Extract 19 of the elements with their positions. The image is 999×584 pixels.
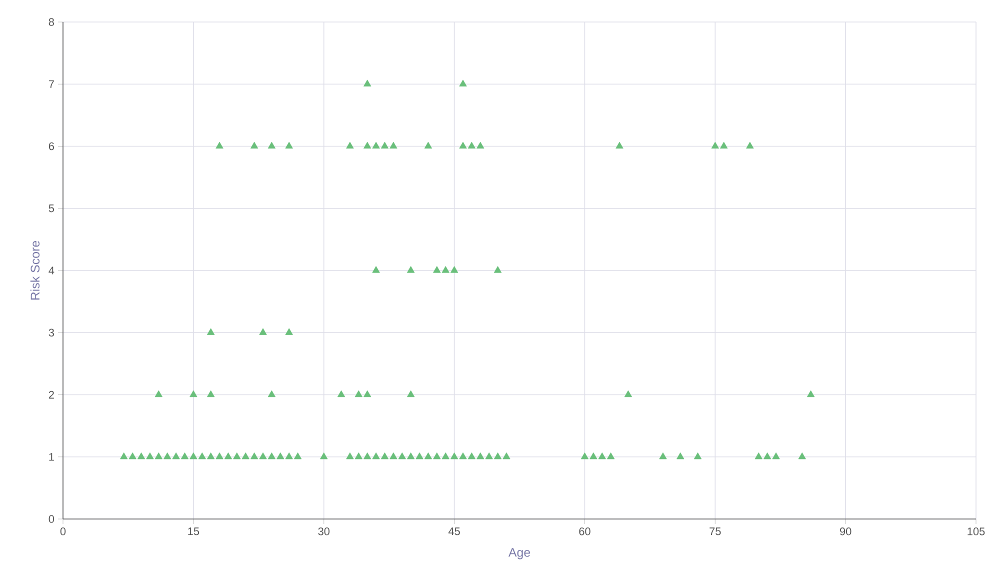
- x-tick-label: 105: [968, 528, 985, 536]
- y-axis-title: Risk Score: [30, 240, 40, 300]
- x-tick-label: 30: [318, 528, 330, 536]
- x-tick-label: 60: [579, 528, 590, 536]
- y-tick-label: 4: [48, 266, 54, 274]
- y-tick-label: 5: [48, 204, 54, 212]
- y-tick-label: 6: [48, 142, 54, 150]
- x-tick-label: 90: [840, 528, 852, 536]
- y-tick-label: 0: [48, 515, 54, 523]
- x-tick-label: 75: [710, 528, 721, 536]
- x-tick-label: 45: [448, 528, 460, 536]
- y-tick-label: 3: [48, 328, 54, 337]
- y-tick-label: 2: [48, 390, 54, 399]
- x-tick-label: 15: [188, 528, 200, 536]
- y-tick-label: 7: [48, 80, 54, 88]
- x-tick-label: 0: [60, 528, 66, 536]
- x-axis-title: Age: [508, 548, 530, 560]
- y-tick-label: 1: [49, 453, 54, 461]
- y-tick-label: 8: [48, 18, 54, 26]
